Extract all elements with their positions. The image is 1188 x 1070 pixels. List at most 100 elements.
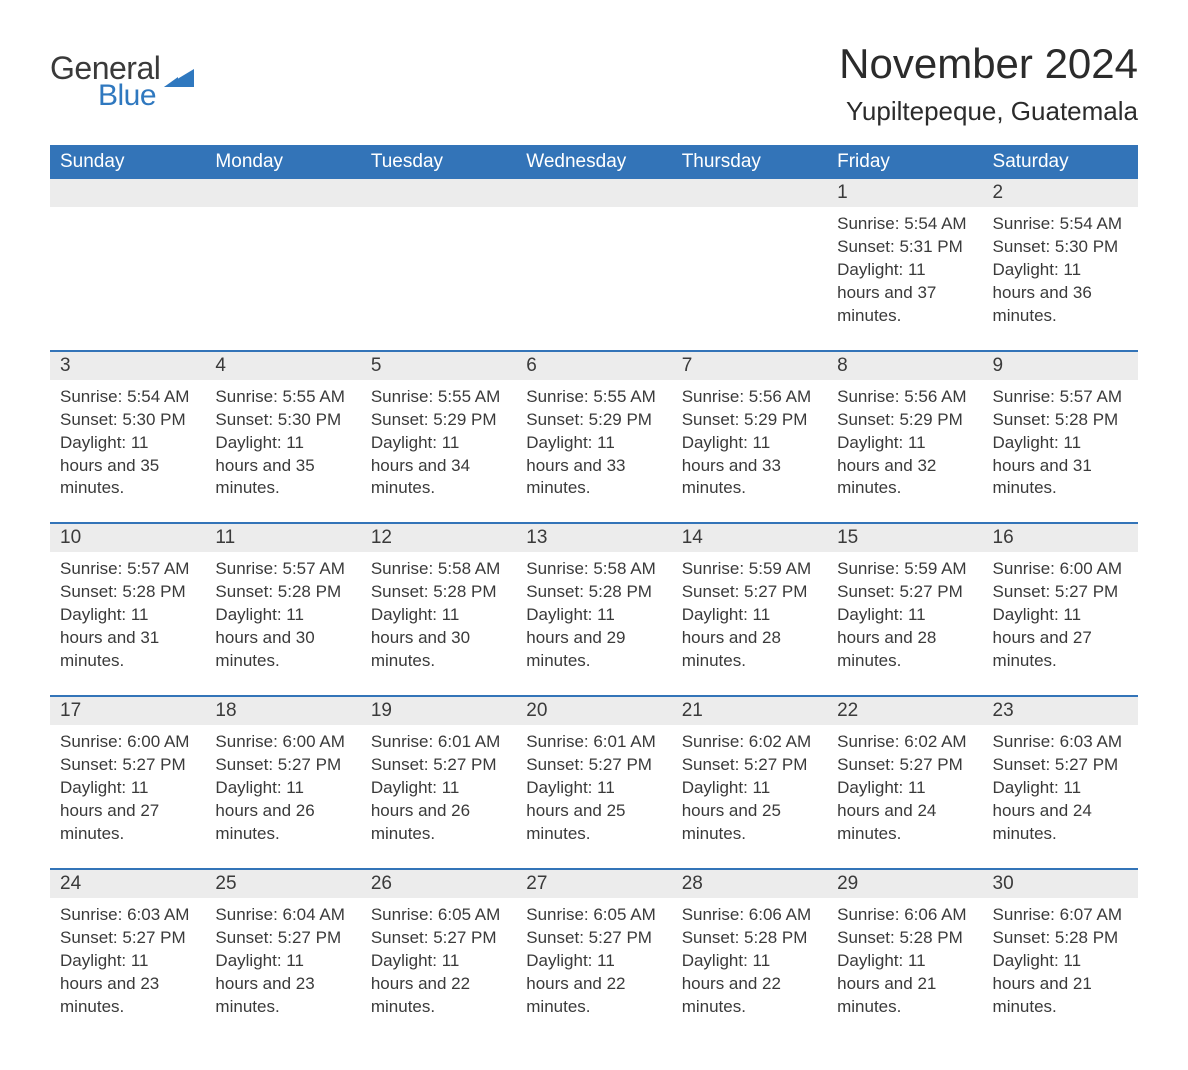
sunset-line: Sunset: 5:29 PM xyxy=(371,409,506,432)
logo-word-blue: Blue xyxy=(98,79,156,113)
day-cell-9: 9Sunrise: 5:57 AMSunset: 5:28 PMDaylight… xyxy=(983,351,1138,524)
sunset-line: Sunset: 5:27 PM xyxy=(993,754,1128,777)
daylight-line: Daylight: 11 hours and 23 minutes. xyxy=(60,950,195,1019)
day-number-band xyxy=(516,179,671,207)
week-row: 1Sunrise: 5:54 AMSunset: 5:31 PMDaylight… xyxy=(50,179,1138,351)
day-cell-20: 20 Sunrise: 6:01 AMSunset: 5:27 PMDayligh… xyxy=(516,696,671,869)
day-cell-3: 3Sunrise: 5:54 AMSunset: 5:30 PMDaylight… xyxy=(50,351,205,524)
daylight-line: Daylight: 11 hours and 35 minutes. xyxy=(215,432,350,501)
sunset-line: Sunset: 5:30 PM xyxy=(60,409,195,432)
sunset-line: Sunset: 5:27 PM xyxy=(526,927,661,950)
day-cell-7: 7Sunrise: 5:56 AMSunset: 5:29 PMDaylight… xyxy=(672,351,827,524)
day-cell-12: 12Sunrise: 5:58 AMSunset: 5:28 PMDayligh… xyxy=(361,523,516,696)
day-cell-22: 22Sunrise: 6:02 AMSunset: 5:27 PMDayligh… xyxy=(827,696,982,869)
day-cell-27: 27Sunrise: 6:05 AMSunset: 5:27 PMDayligh… xyxy=(516,869,671,1041)
sunset-line: Sunset: 5:29 PM xyxy=(526,409,661,432)
day-header-thursday: Thursday xyxy=(672,145,827,179)
sunset-line: Sunset: 5:27 PM xyxy=(837,581,972,604)
sunrise-line: Sunrise: 6:01 AM xyxy=(371,731,506,754)
sunset-line: Sunset: 5:28 PM xyxy=(837,927,972,950)
daylight-line: Daylight: 11 hours and 33 minutes. xyxy=(682,432,817,501)
daylight-line: Daylight: 11 hours and 21 minutes. xyxy=(993,950,1128,1019)
empty-day-cell xyxy=(205,179,360,351)
day-cell-14: 14Sunrise: 5:59 AMSunset: 5:27 PMDayligh… xyxy=(672,523,827,696)
day-header-friday: Friday xyxy=(827,145,982,179)
daylight-line: Daylight: 11 hours and 32 minutes. xyxy=(837,432,972,501)
sunrise-line: Sunrise: 5:58 AM xyxy=(526,558,661,581)
day-header-wednesday: Wednesday xyxy=(516,145,671,179)
day-cell-23: 23Sunrise: 6:03 AMSunset: 5:27 PMDayligh… xyxy=(983,696,1138,869)
day-cell-15: 15Sunrise: 5:59 AMSunset: 5:27 PMDayligh… xyxy=(827,523,982,696)
sunset-line: Sunset: 5:30 PM xyxy=(215,409,350,432)
day-number: 25 xyxy=(205,870,360,898)
day-number: 7 xyxy=(672,352,827,380)
day-number: 13 xyxy=(516,524,671,552)
daylight-line: Daylight: 11 hours and 25 minutes. xyxy=(526,777,661,846)
sunset-line: Sunset: 5:27 PM xyxy=(993,581,1128,604)
day-cell-17: 17Sunrise: 6:00 AMSunset: 5:27 PMDayligh… xyxy=(50,696,205,869)
daylight-line: Daylight: 11 hours and 34 minutes. xyxy=(371,432,506,501)
sunset-line: Sunset: 5:28 PM xyxy=(993,927,1128,950)
sunrise-line: Sunrise: 6:03 AM xyxy=(60,904,195,927)
day-cell-29: 29Sunrise: 6:06 AMSunset: 5:28 PMDayligh… xyxy=(827,869,982,1041)
daylight-line: Daylight: 11 hours and 28 minutes. xyxy=(682,604,817,673)
sunrise-line: Sunrise: 6:06 AM xyxy=(682,904,817,927)
sunset-line: Sunset: 5:27 PM xyxy=(526,754,661,777)
day-header-sunday: Sunday xyxy=(50,145,205,179)
day-number: 16 xyxy=(983,524,1138,552)
sunset-line: Sunset: 5:28 PM xyxy=(682,927,817,950)
sunset-line: Sunset: 5:28 PM xyxy=(526,581,661,604)
day-number: 14 xyxy=(672,524,827,552)
logo-triangle-icon xyxy=(164,69,194,87)
week-row: 17Sunrise: 6:00 AMSunset: 5:27 PMDayligh… xyxy=(50,696,1138,869)
day-cell-16: 16Sunrise: 6:00 AMSunset: 5:27 PMDayligh… xyxy=(983,523,1138,696)
sunrise-line: Sunrise: 6:04 AM xyxy=(215,904,350,927)
sunrise-line: Sunrise: 6:06 AM xyxy=(837,904,972,927)
week-row: 10Sunrise: 5:57 AMSunset: 5:28 PMDayligh… xyxy=(50,523,1138,696)
daylight-line: Daylight: 11 hours and 25 minutes. xyxy=(682,777,817,846)
day-number: 22 xyxy=(827,697,982,725)
day-number: 20 xyxy=(516,697,671,725)
sunset-line: Sunset: 5:27 PM xyxy=(682,754,817,777)
sunrise-line: Sunrise: 5:54 AM xyxy=(993,213,1128,236)
day-number: 8 xyxy=(827,352,982,380)
sunrise-line: Sunrise: 6:05 AM xyxy=(371,904,506,927)
day-number: 26 xyxy=(361,870,516,898)
logo: General Blue xyxy=(50,40,194,113)
day-number: 9 xyxy=(983,352,1138,380)
day-number-band xyxy=(672,179,827,207)
sunset-line: Sunset: 5:27 PM xyxy=(60,754,195,777)
daylight-line: Daylight: 11 hours and 35 minutes. xyxy=(60,432,195,501)
day-number: 10 xyxy=(50,524,205,552)
sunrise-line: Sunrise: 6:03 AM xyxy=(993,731,1128,754)
empty-day-cell xyxy=(672,179,827,351)
daylight-line: Daylight: 11 hours and 26 minutes. xyxy=(371,777,506,846)
day-cell-21: 21Sunrise: 6:02 AMSunset: 5:27 PMDayligh… xyxy=(672,696,827,869)
daylight-line: Daylight: 11 hours and 28 minutes. xyxy=(837,604,972,673)
day-cell-25: 25Sunrise: 6:04 AMSunset: 5:27 PMDayligh… xyxy=(205,869,360,1041)
daylight-line: Daylight: 11 hours and 30 minutes. xyxy=(215,604,350,673)
header: General Blue November 2024 Yupiltepeque,… xyxy=(50,40,1138,127)
day-cell-8: 8Sunrise: 5:56 AMSunset: 5:29 PMDaylight… xyxy=(827,351,982,524)
week-row: 24Sunrise: 6:03 AMSunset: 5:27 PMDayligh… xyxy=(50,869,1138,1041)
sunset-line: Sunset: 5:28 PM xyxy=(993,409,1128,432)
daylight-line: Daylight: 11 hours and 37 minutes. xyxy=(837,259,972,328)
daylight-line: Daylight: 11 hours and 29 minutes. xyxy=(526,604,661,673)
sunset-line: Sunset: 5:27 PM xyxy=(837,754,972,777)
day-cell-26: 26Sunrise: 6:05 AMSunset: 5:27 PMDayligh… xyxy=(361,869,516,1041)
daylight-line: Daylight: 11 hours and 31 minutes. xyxy=(993,432,1128,501)
sunset-line: Sunset: 5:27 PM xyxy=(215,927,350,950)
daylight-line: Daylight: 11 hours and 36 minutes. xyxy=(993,259,1128,328)
daylight-line: Daylight: 11 hours and 27 minutes. xyxy=(993,604,1128,673)
sunrise-line: Sunrise: 6:01 AM xyxy=(526,731,661,754)
empty-day-cell xyxy=(361,179,516,351)
daylight-line: Daylight: 11 hours and 24 minutes. xyxy=(993,777,1128,846)
week-row: 3Sunrise: 5:54 AMSunset: 5:30 PMDaylight… xyxy=(50,351,1138,524)
daylight-line: Daylight: 11 hours and 21 minutes. xyxy=(837,950,972,1019)
calendar-table: SundayMondayTuesdayWednesdayThursdayFrid… xyxy=(50,145,1138,1040)
sunset-line: Sunset: 5:27 PM xyxy=(60,927,195,950)
day-cell-28: 28Sunrise: 6:06 AMSunset: 5:28 PMDayligh… xyxy=(672,869,827,1041)
day-number-band xyxy=(205,179,360,207)
day-number: 21 xyxy=(672,697,827,725)
daylight-line: Daylight: 11 hours and 22 minutes. xyxy=(682,950,817,1019)
